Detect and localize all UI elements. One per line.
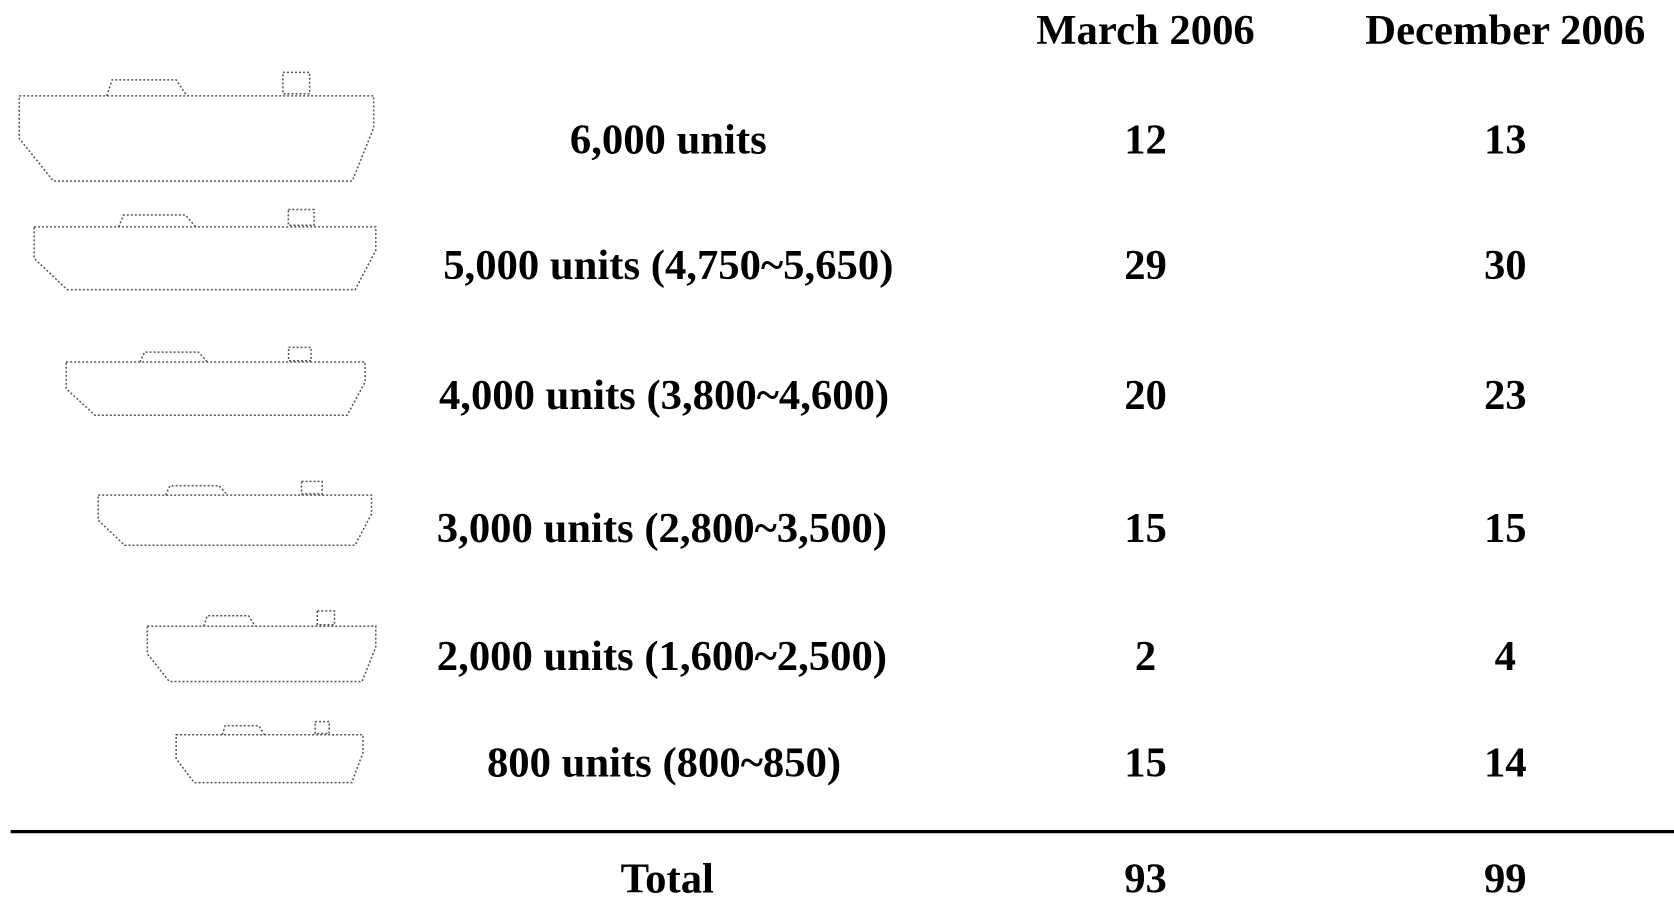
cell-value: 29 (1124, 242, 1167, 289)
row-label: 3,000 units (2,800~3,500) (437, 505, 887, 552)
ship-icon (33, 208, 377, 291)
ship-icon (18, 71, 375, 182)
ship-icon (65, 346, 366, 416)
row-label: 6,000 units (570, 117, 767, 164)
cell-value: 23 (1484, 372, 1527, 419)
cell-value: 4 (1495, 633, 1516, 680)
ship-icons (18, 71, 377, 784)
row-label: 2,000 units (1,600~2,500) (437, 633, 887, 680)
cell-value: 2 (1135, 633, 1156, 680)
total-value: 99 (1484, 856, 1527, 903)
cell-value: 20 (1124, 372, 1167, 419)
row-label: 4,000 units (3,800~4,600) (439, 372, 889, 419)
total-value: 93 (1124, 856, 1167, 903)
cell-value: 15 (1124, 505, 1167, 552)
row-label: 800 units (800~850) (487, 740, 841, 787)
column-header: March 2006 (1036, 7, 1255, 54)
column-header: December 2006 (1365, 7, 1645, 54)
total-label: Total (621, 856, 714, 903)
ship-icon (175, 721, 364, 784)
cell-value: 30 (1484, 242, 1527, 289)
cell-value: 13 (1484, 117, 1527, 164)
ship-icon (97, 480, 373, 546)
cell-value: 14 (1484, 740, 1527, 787)
cell-value: 15 (1484, 505, 1527, 552)
cell-value: 12 (1124, 117, 1167, 164)
row-label: 5,000 units (4,750~5,650) (443, 242, 893, 289)
cell-value: 15 (1124, 740, 1167, 787)
ship-icon (146, 610, 377, 683)
